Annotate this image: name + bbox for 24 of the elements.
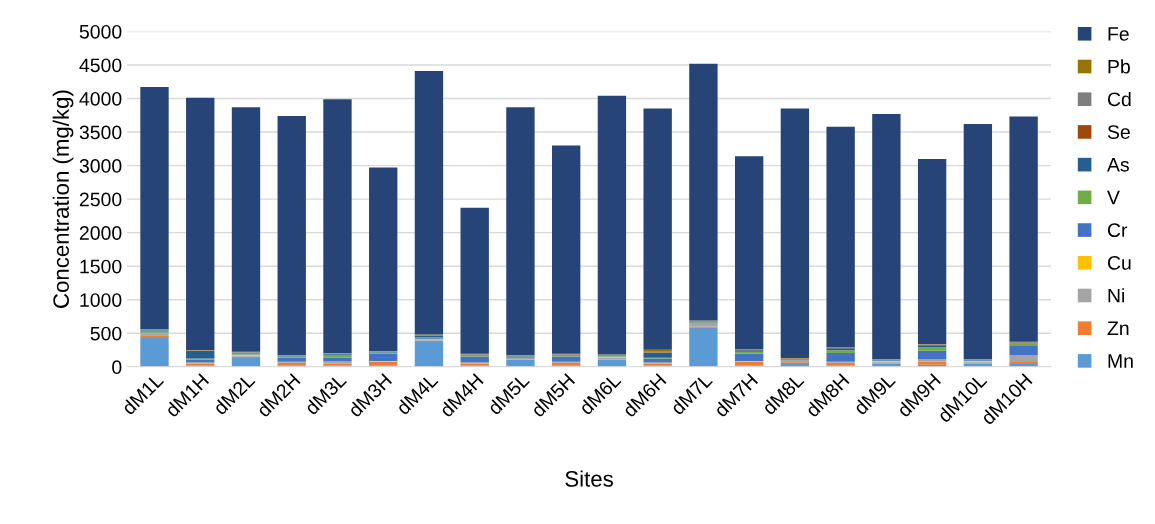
y-tick-label: 2000 <box>79 226 122 240</box>
legend-label: Pb <box>1108 59 1130 74</box>
y-tick-label: 500 <box>90 326 122 341</box>
x-axis-title: Sites <box>565 470 613 487</box>
y-tick-label: 1500 <box>80 259 122 274</box>
y-tick-label: 5000 <box>79 24 122 39</box>
legend-label: Cd <box>1107 91 1131 107</box>
y-tick-label: 3500 <box>79 125 122 140</box>
y-tick-label: 4500 <box>79 58 122 73</box>
legend-label: Ni <box>1108 288 1125 303</box>
legend-label: Cu <box>1107 255 1131 270</box>
y-tick-label: 1000 <box>80 293 122 307</box>
y-tick-label: 3000 <box>79 159 122 173</box>
y-tick-label: 4000 <box>79 91 122 106</box>
y-axis-title: Concentration (mg/kg) <box>52 90 74 308</box>
legend-label: Zn <box>1107 321 1129 335</box>
y-tick-label: 0 <box>112 360 122 375</box>
legend-label: Mn <box>1108 354 1133 368</box>
legend-label: As <box>1107 158 1129 172</box>
legend-label: V <box>1107 190 1120 205</box>
y-tick-label: 2500 <box>79 192 122 207</box>
legend-label: Cr <box>1107 223 1128 238</box>
legend-label: Se <box>1107 125 1130 139</box>
legend-label: Fe <box>1108 27 1129 41</box>
